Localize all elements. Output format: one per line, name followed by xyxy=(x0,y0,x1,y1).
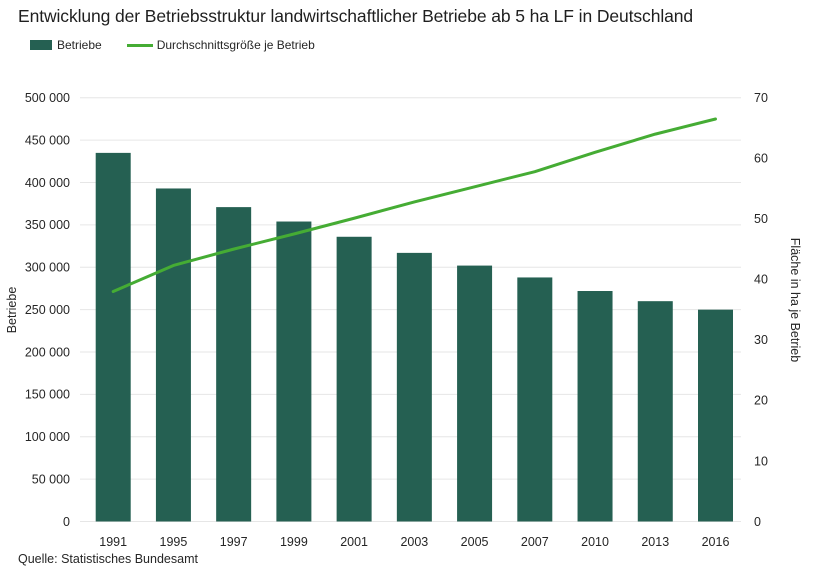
bar-2013 xyxy=(637,301,673,522)
trend-line xyxy=(111,117,717,293)
x-tick-label: 2005 xyxy=(461,535,489,549)
chart-title: Entwicklung der Betriebsstruktur landwir… xyxy=(18,6,694,26)
bar-2007 xyxy=(517,277,553,522)
left-tick-label: 100 000 xyxy=(25,430,70,444)
left-tick-label: 300 000 xyxy=(25,261,70,275)
x-tick-label: 2001 xyxy=(340,535,368,549)
bar-2003 xyxy=(396,252,432,522)
left-tick-label: 350 000 xyxy=(25,218,70,232)
bar-1991 xyxy=(95,152,131,522)
bar-2010 xyxy=(577,291,613,522)
legend-line-swatch-icon xyxy=(126,43,153,47)
left-tick-label: 150 000 xyxy=(25,388,70,402)
right-tick-label: 0 xyxy=(754,515,761,529)
bar-2001 xyxy=(336,236,372,522)
left-tick-label: 50 000 xyxy=(32,472,70,486)
x-tick-label: 2007 xyxy=(521,535,549,549)
right-tick-label: 50 xyxy=(754,212,768,226)
right-tick-label: 60 xyxy=(754,152,768,166)
x-tick-label: 2010 xyxy=(581,535,609,549)
legend: Betriebe Durchschnittsgröße je Betrieb xyxy=(30,38,315,52)
left-tick-label: 500 000 xyxy=(25,91,70,105)
right-tick-label: 30 xyxy=(754,333,768,347)
right-tick-label: 10 xyxy=(754,454,768,468)
right-tick-label: 70 xyxy=(754,91,768,105)
right-tick-label: 20 xyxy=(754,394,768,408)
source-note: Quelle: Statistisches Bundesamt xyxy=(18,552,198,566)
left-tick-label: 400 000 xyxy=(25,176,70,190)
bar-1999 xyxy=(276,221,312,522)
left-tick-label: 250 000 xyxy=(25,303,70,317)
x-tick-label: 1995 xyxy=(160,535,188,549)
bar-1997 xyxy=(216,207,252,522)
bar-1995 xyxy=(155,188,191,522)
legend-label-durchschnittsgroesse: Durchschnittsgröße je Betrieb xyxy=(156,38,315,52)
left-tick-label: 200 000 xyxy=(25,345,70,359)
x-tick-label: 2016 xyxy=(702,535,730,549)
left-tick-label: 450 000 xyxy=(25,133,70,147)
x-tick-label: 1999 xyxy=(280,535,308,549)
x-tick-label: 1997 xyxy=(220,535,248,549)
left-tick-label: 0 xyxy=(63,515,70,529)
bar-2016 xyxy=(698,309,733,522)
x-tick-label: 2013 xyxy=(641,535,669,549)
right-tick-label: 40 xyxy=(754,273,768,287)
x-tick-label: 2003 xyxy=(400,535,428,549)
bar-2005 xyxy=(457,265,493,522)
legend-label-betriebe: Betriebe xyxy=(57,38,102,52)
x-tick-label: 1991 xyxy=(99,535,127,549)
legend-bar-swatch-icon xyxy=(30,40,52,50)
